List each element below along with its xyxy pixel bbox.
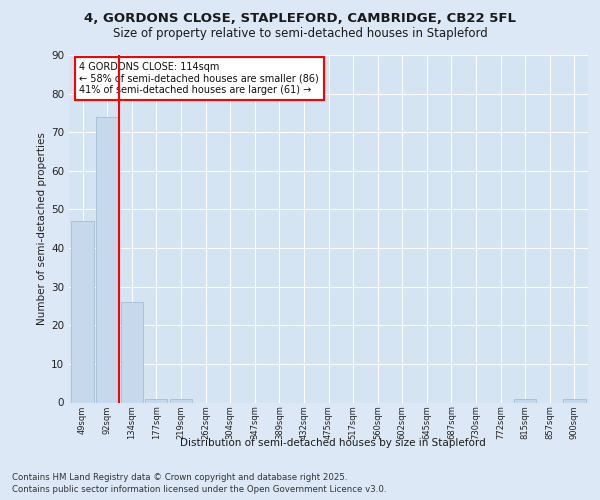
Bar <box>170 398 192 402</box>
Bar <box>563 398 586 402</box>
Bar <box>514 398 536 402</box>
Y-axis label: Number of semi-detached properties: Number of semi-detached properties <box>37 132 47 325</box>
Bar <box>121 302 143 402</box>
Text: Size of property relative to semi-detached houses in Stapleford: Size of property relative to semi-detach… <box>113 28 487 40</box>
Text: 4, GORDONS CLOSE, STAPLEFORD, CAMBRIDGE, CB22 5FL: 4, GORDONS CLOSE, STAPLEFORD, CAMBRIDGE,… <box>84 12 516 26</box>
Text: Contains public sector information licensed under the Open Government Licence v3: Contains public sector information licen… <box>12 485 386 494</box>
Bar <box>71 221 94 402</box>
Bar <box>145 398 167 402</box>
Text: Distribution of semi-detached houses by size in Stapleford: Distribution of semi-detached houses by … <box>180 438 486 448</box>
Bar <box>96 117 118 403</box>
Text: 4 GORDONS CLOSE: 114sqm
← 58% of semi-detached houses are smaller (86)
41% of se: 4 GORDONS CLOSE: 114sqm ← 58% of semi-de… <box>79 62 319 95</box>
Text: Contains HM Land Registry data © Crown copyright and database right 2025.: Contains HM Land Registry data © Crown c… <box>12 472 347 482</box>
